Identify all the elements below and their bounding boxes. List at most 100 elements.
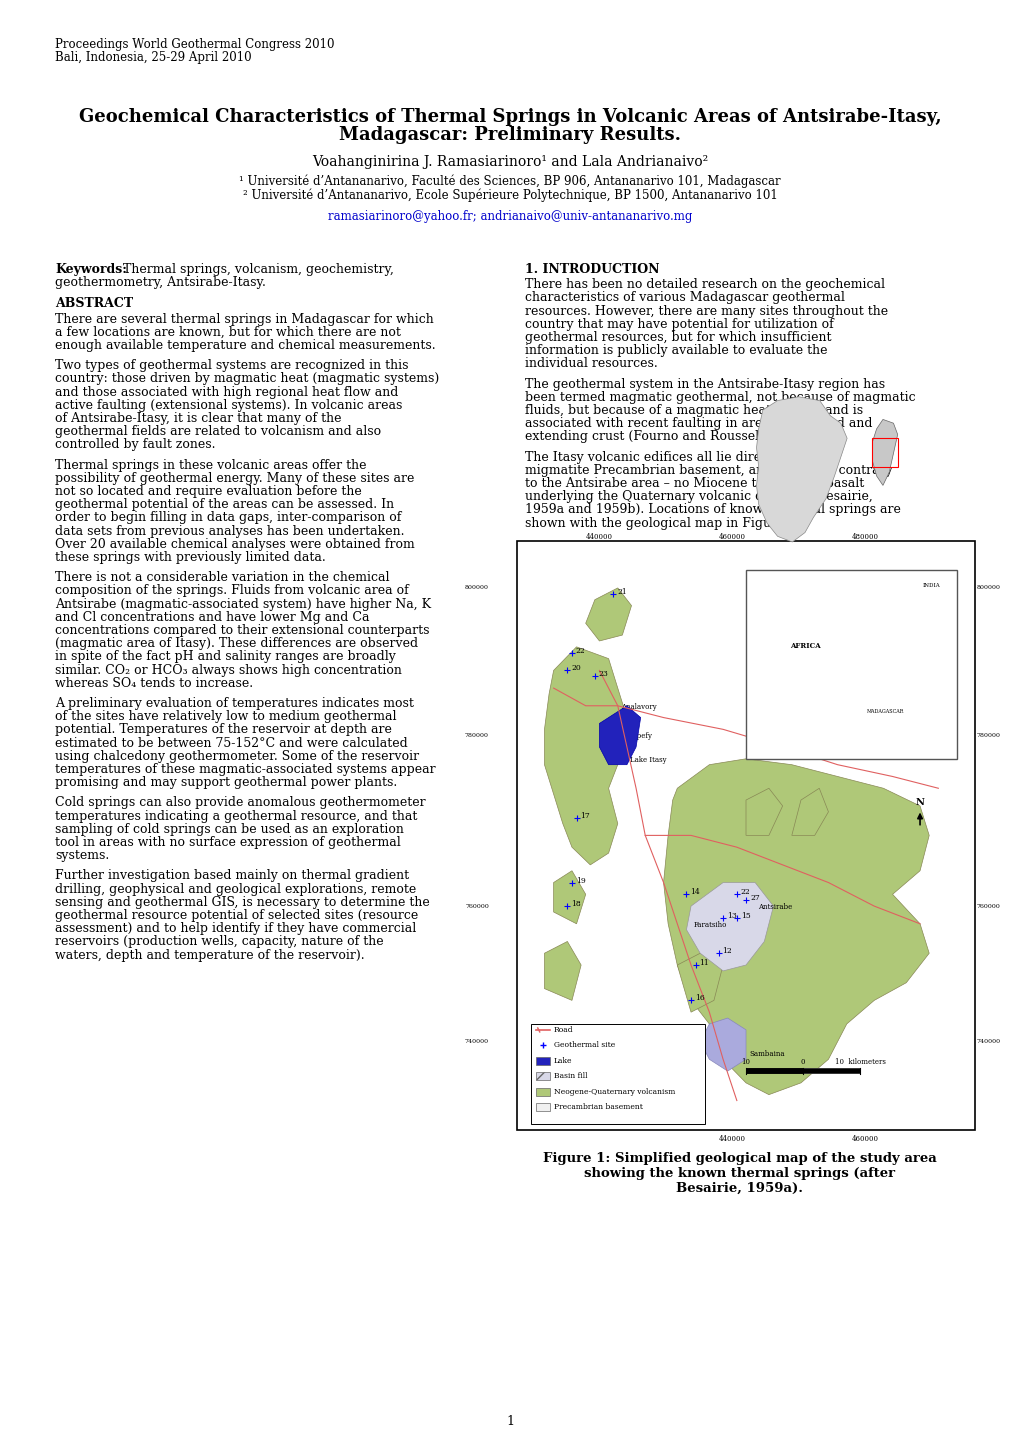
- Text: Precambrian basement: Precambrian basement: [553, 1102, 642, 1111]
- Polygon shape: [599, 706, 640, 765]
- Text: drilling, geophysical and geological explorations, remote: drilling, geophysical and geological exp…: [55, 883, 416, 896]
- Text: Lake: Lake: [553, 1056, 572, 1065]
- Text: Madagascar: Preliminary Results.: Madagascar: Preliminary Results.: [338, 126, 681, 144]
- Text: 13: 13: [727, 912, 737, 919]
- Text: ¹ Université d’Antananarivo, Faculté des Sciences, BP 906, Antananarivo 101, Mad: ¹ Université d’Antananarivo, Faculté des…: [238, 175, 781, 189]
- Text: 11: 11: [699, 960, 708, 967]
- Text: active faulting (extensional systems). In volcanic areas: active faulting (extensional systems). I…: [55, 398, 401, 411]
- Text: 800000: 800000: [465, 586, 488, 590]
- Polygon shape: [544, 646, 627, 864]
- Text: extending crust (Fourno and Roussel, 1994).: extending crust (Fourno and Roussel, 199…: [525, 430, 807, 443]
- Text: to the Antsirabe area – no Miocene to Pliocene basalt: to the Antsirabe area – no Miocene to Pl…: [525, 478, 863, 491]
- Text: 440000: 440000: [585, 532, 612, 541]
- Text: a few locations are known, but for which there are not: a few locations are known, but for which…: [55, 326, 400, 339]
- Text: country: those driven by magmatic heat (magmatic systems): country: those driven by magmatic heat (…: [55, 372, 439, 385]
- Text: Thermal springs in these volcanic areas offer the: Thermal springs in these volcanic areas …: [55, 459, 366, 472]
- Text: and Cl concentrations and have lower Mg and Ca: and Cl concentrations and have lower Mg …: [55, 610, 369, 623]
- Text: 17: 17: [580, 812, 590, 820]
- Text: ² Université d’Antananarivo, Ecole Supérieure Polytechnique, BP 1500, Antananari: ² Université d’Antananarivo, Ecole Supér…: [243, 189, 776, 202]
- Bar: [530, 1025, 704, 1124]
- Text: estimated to be between 75-152°C and were calculated: estimated to be between 75-152°C and wer…: [55, 736, 408, 749]
- Text: Further investigation based mainly on thermal gradient: Further investigation based mainly on th…: [55, 869, 409, 883]
- Text: Geochemical Characteristics of Thermal Springs in Volcanic Areas of Antsirabe-It: Geochemical Characteristics of Thermal S…: [78, 108, 941, 126]
- Bar: [535, 1056, 549, 1065]
- Text: INDIA: INDIA: [921, 583, 940, 587]
- Text: fluids, but because of a magmatic heat source, and is: fluids, but because of a magmatic heat s…: [525, 404, 862, 417]
- Text: Over 20 available chemical analyses were obtained from: Over 20 available chemical analyses were…: [55, 538, 415, 551]
- Text: Bali, Indonesia, 25-29 April 2010: Bali, Indonesia, 25-29 April 2010: [55, 51, 252, 63]
- Text: composition of the springs. Fluids from volcanic area of: composition of the springs. Fluids from …: [55, 584, 409, 597]
- Text: 740000: 740000: [465, 1039, 488, 1045]
- Text: 1: 1: [505, 1416, 514, 1429]
- Text: order to begin filling in data gaps, inter-comparison of: order to begin filling in data gaps, int…: [55, 511, 401, 524]
- Text: data sets from previous analyses has been undertaken.: data sets from previous analyses has bee…: [55, 525, 405, 538]
- Text: 15: 15: [740, 912, 750, 919]
- Text: 1. INTRODUCTION: 1. INTRODUCTION: [525, 263, 659, 276]
- Text: 440000: 440000: [718, 1136, 745, 1143]
- Text: underlying the Quaternary volcanic deposits (Besairie,: underlying the Quaternary volcanic depos…: [525, 491, 872, 504]
- Text: sensing and geothermal GIS, is necessary to determine the: sensing and geothermal GIS, is necessary…: [55, 896, 429, 909]
- Text: Geothermal site: Geothermal site: [553, 1042, 614, 1049]
- Text: Lake Itasy: Lake Itasy: [630, 756, 665, 763]
- Text: 760000: 760000: [976, 903, 1000, 909]
- Text: 12: 12: [721, 947, 732, 955]
- Polygon shape: [745, 788, 782, 835]
- Text: 21: 21: [616, 587, 627, 596]
- Text: 460000: 460000: [718, 532, 745, 541]
- Polygon shape: [677, 954, 722, 1012]
- Text: geothermal potential of the areas can be assessed. In: geothermal potential of the areas can be…: [55, 498, 393, 511]
- Text: 1959a and 1959b). Locations of known thermal springs are: 1959a and 1959b). Locations of known the…: [525, 504, 900, 517]
- Text: geothermal fields are related to volcanism and also: geothermal fields are related to volcani…: [55, 426, 381, 439]
- Text: using chalcedony geothermometer. Some of the reservoir: using chalcedony geothermometer. Some of…: [55, 750, 419, 763]
- Text: Cold springs can also provide anomalous geothermometer: Cold springs can also provide anomalous …: [55, 797, 425, 810]
- Text: N: N: [915, 798, 923, 807]
- Text: Besairie, 1959a).: Besairie, 1959a).: [676, 1182, 803, 1195]
- Polygon shape: [871, 420, 897, 485]
- Text: Analavory: Analavory: [621, 703, 656, 711]
- Text: Neogene-Quaternary volcanism: Neogene-Quaternary volcanism: [553, 1088, 675, 1095]
- Text: enough available temperature and chemical measurements.: enough available temperature and chemica…: [55, 339, 435, 352]
- Text: information is publicly available to evaluate the: information is publicly available to eva…: [525, 345, 826, 358]
- Text: country that may have potential for utilization of: country that may have potential for util…: [525, 317, 833, 330]
- Text: Faratsiho: Faratsiho: [693, 921, 727, 929]
- Text: The geothermal system in the Antsirabe-Itasy region has: The geothermal system in the Antsirabe-I…: [525, 378, 884, 391]
- Text: 740000: 740000: [976, 1039, 1000, 1045]
- Text: geothermal resource potential of selected sites (resource: geothermal resource potential of selecte…: [55, 909, 418, 922]
- Text: 16: 16: [694, 994, 704, 1003]
- Text: possibility of geothermal energy. Many of these sites are: possibility of geothermal energy. Many o…: [55, 472, 414, 485]
- Text: 22: 22: [576, 646, 585, 655]
- Bar: [745, 570, 956, 759]
- Text: 20: 20: [571, 664, 581, 672]
- Text: The Itasy volcanic edifices all lie directly on the: The Itasy volcanic edifices all lie dire…: [525, 450, 827, 463]
- Bar: [517, 541, 974, 1130]
- Bar: [535, 1072, 549, 1081]
- Text: whereas SO₄ tends to increase.: whereas SO₄ tends to increase.: [55, 677, 253, 690]
- Text: 23: 23: [598, 671, 608, 678]
- Polygon shape: [544, 941, 581, 1000]
- Text: associated with recent faulting in areas of thinned and: associated with recent faulting in areas…: [525, 417, 871, 430]
- Text: shown with the geological map in Figure 1.: shown with the geological map in Figure …: [525, 517, 800, 530]
- Text: showing the known thermal springs (after: showing the known thermal springs (after: [584, 1167, 895, 1180]
- Text: Ampefy: Ampefy: [625, 732, 652, 740]
- Text: 780000: 780000: [465, 733, 488, 737]
- Text: 10: 10: [741, 1058, 750, 1066]
- Polygon shape: [699, 1019, 745, 1071]
- Text: of Antsirabe-Itasy, it is clear that many of the: of Antsirabe-Itasy, it is clear that man…: [55, 413, 341, 426]
- Text: 800000: 800000: [976, 586, 1000, 590]
- Text: There are several thermal springs in Madagascar for which: There are several thermal springs in Mad…: [55, 313, 433, 326]
- Bar: [535, 1102, 549, 1111]
- Text: Basin fill: Basin fill: [553, 1072, 587, 1081]
- Text: promising and may support geothermal power plants.: promising and may support geothermal pow…: [55, 776, 396, 789]
- Polygon shape: [756, 397, 847, 543]
- Text: AFRICA: AFRICA: [789, 642, 819, 649]
- Text: 0: 0: [800, 1058, 805, 1066]
- Text: A preliminary evaluation of temperatures indicates most: A preliminary evaluation of temperatures…: [55, 697, 414, 710]
- Bar: [871, 439, 897, 466]
- Text: 19: 19: [576, 876, 585, 885]
- Text: 760000: 760000: [465, 903, 488, 909]
- Text: Sambaina: Sambaina: [748, 1051, 784, 1058]
- Text: (magmatic area of Itasy). These differences are observed: (magmatic area of Itasy). These differen…: [55, 638, 418, 651]
- Text: temperatures of these magmatic-associated systems appear: temperatures of these magmatic-associate…: [55, 763, 435, 776]
- Text: Two types of geothermal systems are recognized in this: Two types of geothermal systems are reco…: [55, 359, 408, 372]
- Polygon shape: [686, 883, 772, 971]
